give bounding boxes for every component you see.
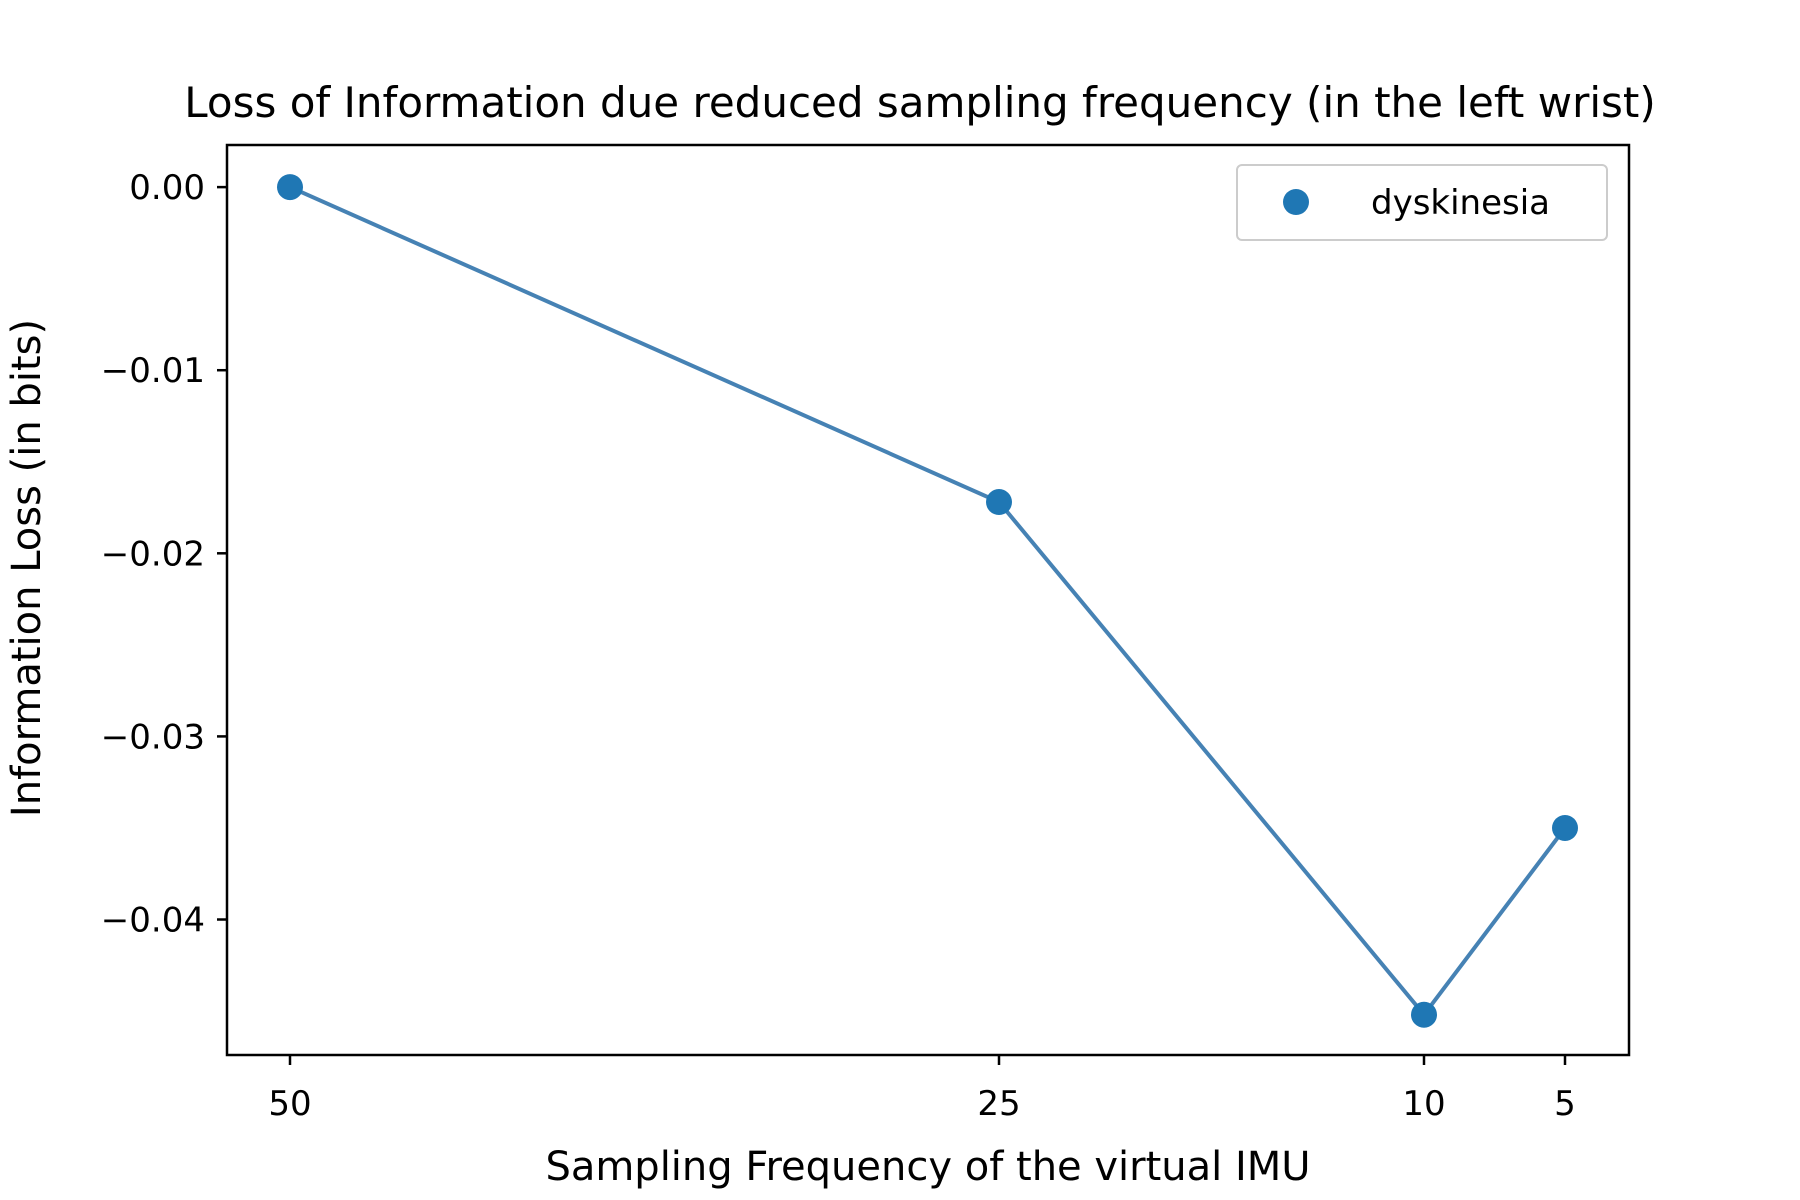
x-tick-label: 10 (1402, 1084, 1445, 1124)
legend-box (1236, 164, 1608, 241)
y-tick-label: −0.01 (101, 351, 205, 391)
plot-area (225, 143, 1631, 1057)
y-axis: 0.00 −0.01 −0.02 −0.03 −0.04 (101, 168, 227, 941)
y-tick-label: 0.00 (129, 168, 205, 208)
x-tick-label: 25 (977, 1084, 1020, 1124)
data-point (277, 174, 303, 201)
y-axis-label: Information Loss (in bits) (4, 319, 50, 817)
legend-marker (1283, 189, 1309, 215)
data-point (1552, 814, 1578, 841)
chart-title: Loss of Information due reduced sampling… (184, 78, 1656, 127)
x-tick-label: 50 (268, 1084, 311, 1124)
y-tick-label: −0.03 (101, 717, 205, 757)
x-axis-label: Sampling Frequency of the virtual IMU (545, 1144, 1310, 1190)
x-axis: 50 25 10 5 (268, 1055, 1576, 1124)
data-point (1411, 1001, 1437, 1028)
series-line-dyskinesia (289, 185, 1567, 1018)
legend-label: dyskinesia (1371, 183, 1550, 223)
legend: dyskinesia (1236, 164, 1608, 241)
x-tick-label: 5 (1554, 1084, 1576, 1124)
series-layer (277, 174, 1578, 1028)
y-tick-label: −0.02 (101, 534, 205, 574)
y-tick-label: −0.04 (101, 901, 205, 941)
data-point (986, 489, 1012, 516)
